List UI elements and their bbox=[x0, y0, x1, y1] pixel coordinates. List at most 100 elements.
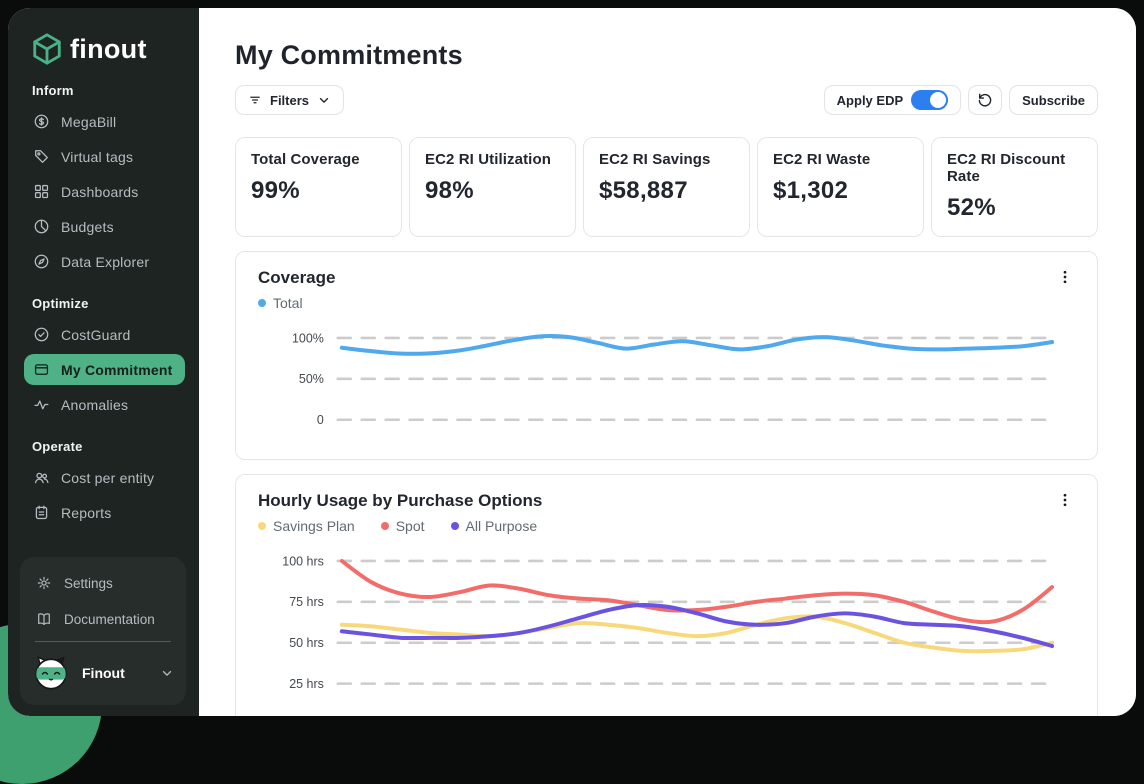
pulse-icon bbox=[33, 396, 50, 413]
chevron-down-icon bbox=[162, 670, 172, 676]
legend-item-all-purpose[interactable]: All Purpose bbox=[450, 518, 538, 534]
footer-item-settings[interactable]: Settings bbox=[20, 565, 186, 601]
apply-edp-label: Apply EDP bbox=[836, 92, 904, 108]
stats-row: Total Coverage 99% EC2 RI Utilization 98% EC… bbox=[235, 137, 1098, 237]
badge-check-icon bbox=[33, 326, 50, 343]
wallet-icon bbox=[33, 361, 50, 378]
stat-value: 52% bbox=[947, 194, 996, 221]
series-line-all-purpose bbox=[339, 602, 1055, 649]
toggle-knob bbox=[930, 92, 947, 108]
series-line-total bbox=[339, 334, 1055, 356]
apply-edp-toggle[interactable] bbox=[911, 90, 949, 110]
sidebar-item-label: MegaBill bbox=[61, 113, 117, 130]
sidebar-item-label: Dashboards bbox=[61, 183, 139, 200]
sidebar-item-megabill[interactable]: MegaBill bbox=[24, 106, 185, 137]
y-tick-label: 100% bbox=[292, 331, 324, 345]
sidebar-item-data-explorer[interactable]: Data Explorer bbox=[24, 246, 185, 277]
grid-icon bbox=[33, 183, 50, 200]
stat-card-ec2-ri-utilization: EC2 RI Utilization 98% bbox=[409, 137, 576, 237]
sidebar-item-my-commitment[interactable]: My Commitment bbox=[24, 354, 185, 385]
chart-title: Coverage bbox=[258, 268, 336, 287]
kebab-menu-icon[interactable] bbox=[1055, 267, 1075, 287]
legend-dot bbox=[258, 299, 266, 307]
filters-button[interactable]: Filters bbox=[235, 85, 345, 115]
sidebar: finout Inform MegaBill Virtual tags Dashboa… bbox=[8, 8, 199, 716]
legend-dot bbox=[258, 522, 266, 530]
legend-label: Savings Plan bbox=[273, 518, 355, 534]
app-window: finout Inform MegaBill Virtual tags Dashboa… bbox=[8, 8, 1136, 716]
chart-legend: Savings Plan Spot All Purpose bbox=[258, 518, 1075, 534]
sidebar-nav: Inform MegaBill Virtual tags Dashboards Budg… bbox=[8, 68, 199, 532]
legend-item-spot[interactable]: Spot bbox=[380, 518, 425, 534]
main-content: My Commitments Filters Apply EDP Sub bbox=[199, 8, 1136, 716]
stat-label: EC2 RI Savings bbox=[599, 151, 711, 168]
sidebar-item-budgets[interactable]: Budgets bbox=[24, 211, 185, 242]
user-name: Finout bbox=[82, 665, 125, 681]
apply-edp-control[interactable]: Apply EDP bbox=[823, 85, 962, 115]
legend-item-savings-plan[interactable]: Savings Plan bbox=[258, 518, 355, 534]
sidebar-item-cost-per-entity[interactable]: Cost per entity bbox=[24, 462, 185, 493]
coverage-line-chart: 100% 50% 0 bbox=[292, 331, 1058, 427]
stat-value: 98% bbox=[425, 177, 474, 204]
series-line-savings-plan bbox=[339, 614, 1055, 654]
y-tick-label: 0 bbox=[317, 413, 324, 427]
stat-card-ec2-ri-savings: EC2 RI Savings $58,887 bbox=[583, 137, 750, 237]
sidebar-item-dashboards[interactable]: Dashboards bbox=[24, 176, 185, 207]
legend-dot bbox=[450, 522, 459, 530]
sidebar-item-costguard[interactable]: CostGuard bbox=[24, 319, 185, 350]
logo-text: finout bbox=[70, 33, 147, 64]
pie-icon bbox=[33, 218, 50, 235]
sidebar-item-label: Budgets bbox=[61, 218, 114, 235]
chart-title: Hourly Usage by Purchase Options bbox=[258, 491, 543, 510]
series-line-spot bbox=[339, 558, 1055, 625]
page-title: My Commitments bbox=[235, 40, 463, 70]
footer-item-label: Settings bbox=[64, 575, 113, 591]
stat-label: EC2 RI Waste bbox=[773, 151, 871, 168]
dollar-circle-icon bbox=[33, 113, 50, 130]
sidebar-item-label: Cost per entity bbox=[61, 469, 155, 486]
hourly-usage-line-chart: 100 hrs 75 hrs 50 hrs 25 hrs bbox=[282, 554, 1058, 691]
stat-value: 99% bbox=[251, 177, 300, 204]
undo-icon bbox=[978, 93, 992, 107]
sidebar-item-anomalies[interactable]: Anomalies bbox=[24, 389, 185, 420]
subscribe-button[interactable]: Subscribe bbox=[1009, 85, 1098, 115]
y-tick-label: 50% bbox=[299, 372, 324, 386]
stat-value: $1,302 bbox=[773, 177, 849, 204]
legend-label: All Purpose bbox=[465, 518, 538, 534]
sidebar-item-label: Virtual tags bbox=[61, 148, 134, 165]
user-menu[interactable]: Finout bbox=[20, 652, 186, 692]
footer-item-documentation[interactable]: Documentation bbox=[20, 601, 186, 637]
y-tick-label: 75 hrs bbox=[289, 595, 324, 609]
legend-label: Spot bbox=[395, 518, 425, 534]
filters-label: Filters bbox=[270, 92, 310, 108]
finout-logo: finout bbox=[8, 30, 199, 68]
stat-label: Total Coverage bbox=[251, 151, 360, 168]
footer-divider bbox=[35, 641, 171, 642]
sidebar-item-virtual-tags[interactable]: Virtual tags bbox=[24, 141, 185, 172]
sidebar-section-operate: Operate bbox=[32, 439, 83, 454]
book-icon bbox=[36, 611, 52, 627]
sidebar-item-label: CostGuard bbox=[61, 326, 131, 343]
sidebar-item-label: Anomalies bbox=[61, 396, 129, 413]
sidebar-item-label: Data Explorer bbox=[61, 253, 150, 270]
sidebar-section-inform: Inform bbox=[32, 83, 74, 98]
sidebar-footer-card: Settings Documentation Finout bbox=[20, 557, 186, 705]
toolbar: Filters Apply EDP Subscribe bbox=[235, 85, 1098, 115]
chevron-down-icon bbox=[319, 97, 329, 103]
subscribe-label: Subscribe bbox=[1022, 92, 1085, 108]
legend-item-total[interactable]: Total bbox=[258, 295, 303, 311]
sidebar-item-label: Reports bbox=[61, 504, 112, 521]
sidebar-item-reports[interactable]: Reports bbox=[24, 497, 185, 528]
kebab-menu-icon[interactable] bbox=[1055, 490, 1075, 510]
y-tick-label: 50 hrs bbox=[289, 636, 324, 650]
stat-card-total-coverage: Total Coverage 99% bbox=[235, 137, 402, 237]
legend-label: Total bbox=[273, 295, 303, 311]
stat-card-ec2-ri-waste: EC2 RI Waste $1,302 bbox=[757, 137, 924, 237]
tag-icon bbox=[33, 148, 50, 165]
reset-button[interactable] bbox=[968, 85, 1003, 115]
sidebar-section-optimize: Optimize bbox=[32, 296, 89, 311]
finout-logo-icon bbox=[33, 33, 61, 65]
footer-item-label: Documentation bbox=[64, 611, 155, 627]
users-icon bbox=[33, 469, 50, 486]
y-tick-label: 100 hrs bbox=[282, 554, 324, 568]
